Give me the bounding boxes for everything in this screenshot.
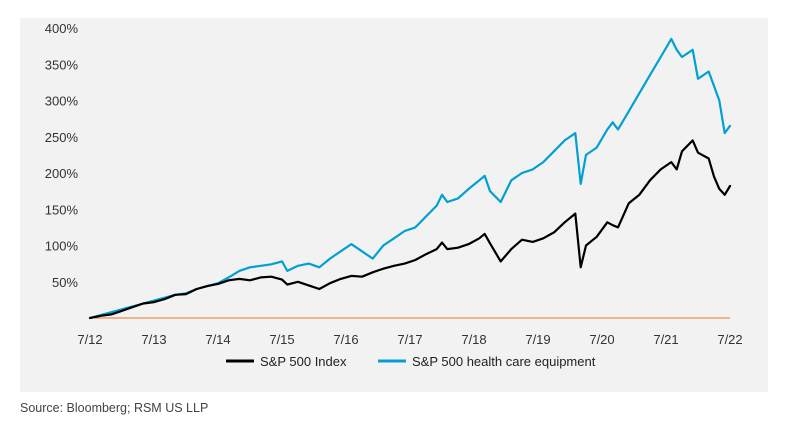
- x-tick-label: 7/15: [269, 332, 294, 347]
- line-chart: 50% 100% 150% 200% 250% 300% 350% 400% 7/12 7/13…: [45, 21, 743, 369]
- y-tick-label: 350%: [45, 57, 79, 72]
- series-line-2: [88, 37, 732, 320]
- source-note: Source: Bloomberg; RSM US LLP: [20, 401, 209, 415]
- legend-label: S&P 500 Index: [260, 354, 347, 369]
- legend: S&P 500 Index S&P 500 health care equipme…: [226, 354, 596, 369]
- x-tick-label: 7/20: [589, 332, 614, 347]
- series-line-1: [88, 139, 732, 320]
- y-tick-label: 50%: [52, 275, 78, 290]
- y-tick-label: 100%: [45, 239, 79, 254]
- x-tick-label: 7/21: [653, 332, 678, 347]
- y-tick-label: 250%: [45, 130, 79, 145]
- x-tick-label: 7/13: [141, 332, 166, 347]
- y-tick-label: 300%: [45, 94, 79, 109]
- chart-panel: 50% 100% 150% 200% 250% 300% 350% 400% 7/12 7/13…: [20, 18, 768, 392]
- x-axis: 7/12 7/13 7/14 7/15 7/16 7/17 7/18 7/19 7/20 7/21…: [77, 332, 742, 347]
- x-tick-label: 7/17: [397, 332, 422, 347]
- x-tick-label: 7/16: [333, 332, 358, 347]
- x-tick-label: 7/22: [717, 332, 742, 347]
- x-tick-label: 7/14: [205, 332, 230, 347]
- y-tick-label: 150%: [45, 202, 79, 217]
- legend-label: S&P 500 health care equipment: [412, 354, 596, 369]
- x-tick-label: 7/19: [525, 332, 550, 347]
- y-axis: 50% 100% 150% 200% 250% 300% 350% 400%: [45, 21, 79, 290]
- x-tick-label: 7/12: [77, 332, 102, 347]
- series-layer: [88, 37, 732, 320]
- y-tick-label: 200%: [45, 166, 79, 181]
- x-tick-label: 7/18: [461, 332, 486, 347]
- y-tick-label: 400%: [45, 21, 79, 36]
